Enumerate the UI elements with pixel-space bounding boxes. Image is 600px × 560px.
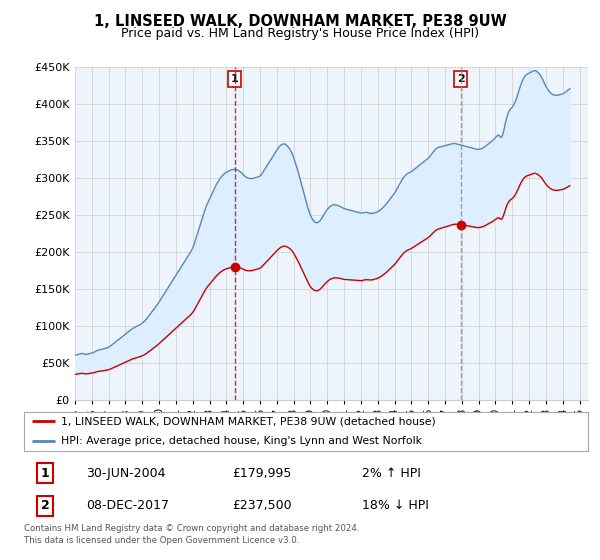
Text: 1, LINSEED WALK, DOWNHAM MARKET, PE38 9UW (detached house): 1, LINSEED WALK, DOWNHAM MARKET, PE38 9U… [61,416,436,426]
Text: 1: 1 [231,74,238,84]
Text: 1, LINSEED WALK, DOWNHAM MARKET, PE38 9UW: 1, LINSEED WALK, DOWNHAM MARKET, PE38 9U… [94,14,506,29]
Text: £179,995: £179,995 [233,466,292,479]
Text: 18% ↓ HPI: 18% ↓ HPI [362,500,429,512]
Text: HPI: Average price, detached house, King's Lynn and West Norfolk: HPI: Average price, detached house, King… [61,436,422,446]
Text: 2: 2 [457,74,464,84]
Text: £237,500: £237,500 [233,500,292,512]
Text: 2% ↑ HPI: 2% ↑ HPI [362,466,421,479]
Text: Price paid vs. HM Land Registry's House Price Index (HPI): Price paid vs. HM Land Registry's House … [121,27,479,40]
Text: 2: 2 [41,500,50,512]
Text: 30-JUN-2004: 30-JUN-2004 [86,466,166,479]
Text: Contains HM Land Registry data © Crown copyright and database right 2024.: Contains HM Land Registry data © Crown c… [24,524,359,533]
Text: 1: 1 [41,466,50,479]
Text: 08-DEC-2017: 08-DEC-2017 [86,500,169,512]
Text: This data is licensed under the Open Government Licence v3.0.: This data is licensed under the Open Gov… [24,536,299,545]
